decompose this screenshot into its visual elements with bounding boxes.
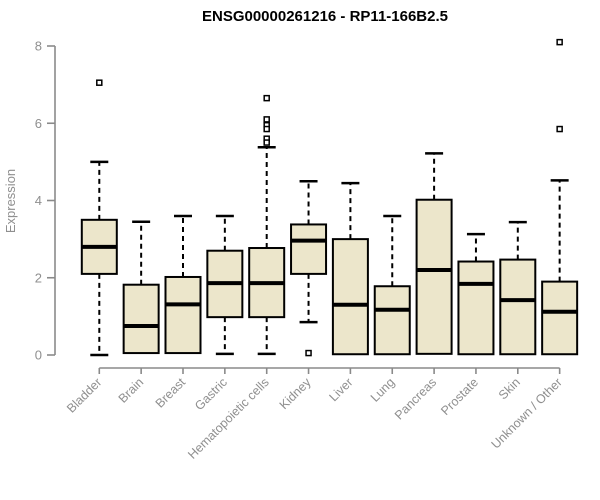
box-group-kidney — [290, 179, 328, 357]
x-tick-label-kidney: Kidney — [277, 375, 314, 412]
x-tick-label-hematopoietic-cells: Hematopoietic cells — [185, 375, 272, 462]
box-group-skin — [499, 220, 537, 356]
x-tick-label-brain: Brain — [116, 375, 147, 406]
box-group-lung — [373, 214, 411, 356]
outlier-point — [96, 79, 103, 86]
outlier-point — [263, 94, 270, 102]
box-group-liver — [331, 181, 369, 356]
iqr-box — [457, 260, 495, 356]
iqr-box — [499, 258, 537, 356]
outlier-point — [263, 125, 270, 133]
box-group-prostate — [457, 232, 495, 356]
iqr-box — [373, 285, 411, 356]
outlier-point — [556, 38, 563, 46]
outlier-point — [556, 125, 563, 133]
y-axis-title: Expression — [3, 169, 18, 233]
outlier-point — [263, 116, 270, 123]
x-tick-label-prostate: Prostate — [438, 375, 481, 418]
x-tick-label-bladder: Bladder — [64, 375, 104, 415]
iqr-box — [122, 283, 160, 355]
boxplot-series — [80, 38, 579, 357]
y-tick-label-2: 2 — [35, 270, 42, 285]
y-tick-label-0: 0 — [35, 348, 42, 363]
box-group-brain — [122, 220, 160, 355]
x-tick-label-pancreas: Pancreas — [392, 375, 439, 422]
box-group-breast — [164, 214, 202, 355]
chart-title: ENSG00000261216 - RP11-166B2.5 — [202, 8, 448, 25]
x-tick-label-skin: Skin — [496, 375, 523, 402]
x-tick-label-liver: Liver — [326, 375, 355, 404]
x-tick-label-breast: Breast — [153, 375, 189, 411]
iqr-box — [331, 238, 369, 356]
x-tick-label-unknown-other: Unknown / Other — [489, 375, 565, 451]
iqr-box — [290, 223, 328, 275]
box-group-hematopoietic-cells — [248, 94, 286, 356]
y-tick-label-8: 8 — [35, 39, 42, 54]
iqr-box — [415, 198, 453, 355]
box-group-bladder — [80, 79, 118, 357]
x-tick-label-lung: Lung — [368, 375, 398, 405]
box-group-gastric — [206, 214, 244, 356]
iqr-box — [164, 275, 202, 355]
box-group-pancreas — [415, 152, 453, 355]
outlier-point — [305, 349, 312, 357]
y-tick-label-4: 4 — [35, 193, 42, 208]
y-tick-label-6: 6 — [35, 116, 42, 131]
x-tick-label-gastric: Gastric — [192, 375, 230, 413]
outlier-point — [263, 139, 270, 146]
box-group-unknown-other — [541, 38, 579, 356]
iqr-box — [541, 280, 579, 356]
